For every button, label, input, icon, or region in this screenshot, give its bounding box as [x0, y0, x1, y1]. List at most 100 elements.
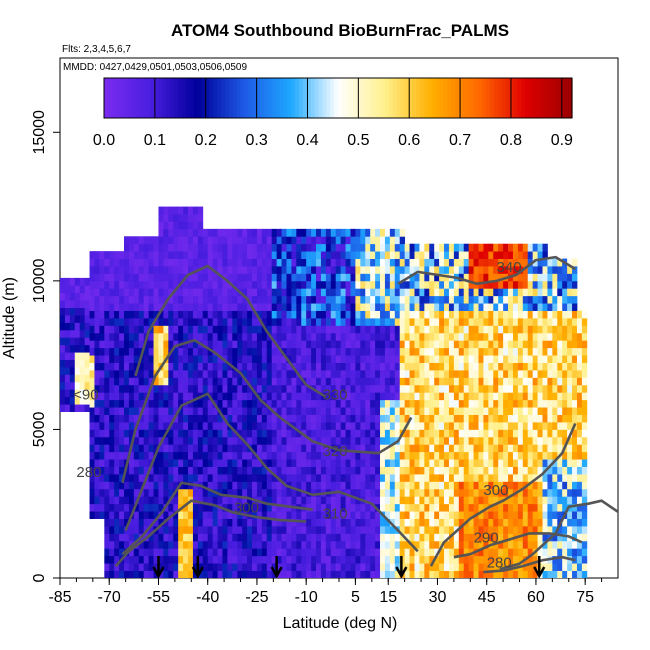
- heatmap-cell: [124, 392, 130, 401]
- heatmap-cell: [468, 466, 474, 475]
- heatmap-cell: [370, 377, 376, 386]
- heatmap-cell: [370, 444, 376, 453]
- heatmap-cell: [522, 347, 529, 356]
- heatmap-cell: [537, 288, 543, 297]
- heatmap-cell: [325, 340, 332, 349]
- heatmap-cell: [517, 570, 524, 578]
- heatmap-cell: [478, 488, 484, 497]
- heatmap-cell: [434, 251, 440, 259]
- heatmap-cell: [429, 399, 435, 408]
- heatmap-cell: [119, 399, 125, 408]
- heatmap-cell: [478, 303, 484, 311]
- heatmap-cell: [370, 266, 376, 274]
- heatmap-cell: [227, 266, 233, 274]
- heatmap-cell: [567, 347, 573, 356]
- heatmap-cell: [478, 511, 484, 519]
- heatmap-cell: [138, 258, 145, 267]
- heatmap-cell: [109, 347, 115, 356]
- heatmap-cell: [60, 307, 66, 316]
- heatmap-cell: [458, 318, 465, 326]
- heatmap-cell: [237, 362, 243, 371]
- heatmap-cell: [266, 355, 273, 363]
- heatmap-cell: [468, 503, 474, 512]
- heatmap-cell: [163, 251, 169, 259]
- heatmap-cell: [252, 563, 258, 571]
- heatmap-cell: [94, 325, 100, 334]
- heatmap-cell: [114, 370, 120, 378]
- heatmap-cell: [394, 295, 401, 304]
- heatmap-cell: [404, 266, 410, 274]
- heatmap-cell: [212, 377, 218, 386]
- heatmap-cell: [404, 318, 410, 326]
- heatmap-cell: [281, 228, 287, 237]
- heatmap-cell: [178, 474, 184, 482]
- heatmap-cell: [424, 325, 430, 334]
- heatmap-cell: [133, 266, 140, 274]
- heatmap-cell: [483, 332, 489, 341]
- heatmap-cell: [522, 414, 529, 423]
- heatmap-cell: [458, 273, 465, 282]
- heatmap-cell: [114, 325, 120, 334]
- heatmap-cell: [493, 303, 499, 311]
- heatmap-cell: [439, 332, 445, 341]
- heatmap-cell: [503, 310, 509, 319]
- heatmap-cell: [478, 347, 484, 356]
- heatmap-cell: [252, 384, 258, 393]
- heatmap-cell: [197, 459, 204, 467]
- heatmap-cell: [330, 288, 337, 297]
- heatmap-cell: [143, 384, 150, 393]
- heatmap-cell: [178, 214, 184, 222]
- heatmap-cell: [419, 362, 425, 371]
- heatmap-cell: [444, 407, 450, 415]
- heatmap-cell: [335, 496, 342, 505]
- heatmap-cell: [320, 555, 327, 564]
- heatmap-cell: [552, 288, 558, 297]
- theta-contour-290: [453, 532, 583, 559]
- heatmap-cell: [296, 362, 302, 371]
- heatmap-cell: [178, 310, 184, 319]
- heatmap-cell: [124, 563, 130, 571]
- heatmap-cell: [247, 429, 253, 438]
- heatmap-cell: [316, 466, 322, 475]
- heatmap-cell: [503, 451, 509, 460]
- heatmap-cell: [114, 399, 120, 408]
- heatmap-cell: [133, 436, 140, 445]
- heatmap-cell: [296, 414, 302, 423]
- heatmap-cell: [468, 533, 474, 542]
- heatmap-cell: [453, 310, 460, 319]
- heatmap-cell: [557, 362, 563, 371]
- heatmap-cell: [335, 444, 342, 453]
- heatmap-cell: [380, 332, 386, 341]
- heatmap-cell: [158, 236, 164, 245]
- heatmap-cell: [345, 384, 351, 393]
- heatmap-cell: [414, 518, 420, 527]
- heatmap-cell: [183, 444, 189, 453]
- heatmap-cell: [271, 340, 278, 349]
- heatmap-cell: [281, 563, 287, 571]
- heatmap-cell: [232, 518, 238, 527]
- heatmap-cell: [325, 295, 332, 304]
- heatmap-cell: [188, 436, 194, 445]
- heatmap-cell: [350, 511, 356, 519]
- heatmap-cell: [212, 228, 218, 237]
- heatmap-cell: [266, 384, 273, 393]
- heatmap-cell: [133, 392, 140, 401]
- heatmap-cell: [163, 243, 169, 252]
- heatmap-cell: [207, 273, 214, 282]
- heatmap-cell: [281, 332, 287, 341]
- heatmap-cell: [183, 526, 189, 534]
- heatmap-cell: [399, 422, 406, 430]
- heatmap-cell: [414, 548, 420, 557]
- heatmap-cell: [370, 414, 376, 423]
- heatmap-cell: [483, 466, 489, 475]
- heatmap-cell: [552, 362, 558, 371]
- colorbar-segment: [497, 78, 503, 118]
- heatmap-cell: [104, 496, 110, 505]
- heatmap-cell: [60, 389, 66, 398]
- heatmap-cell: [517, 488, 524, 497]
- heatmap-cell: [532, 347, 538, 356]
- heatmap-cell: [202, 496, 209, 505]
- heatmap-cell: [232, 347, 238, 356]
- heatmap-cell: [409, 273, 415, 282]
- heatmap-cell: [424, 355, 430, 363]
